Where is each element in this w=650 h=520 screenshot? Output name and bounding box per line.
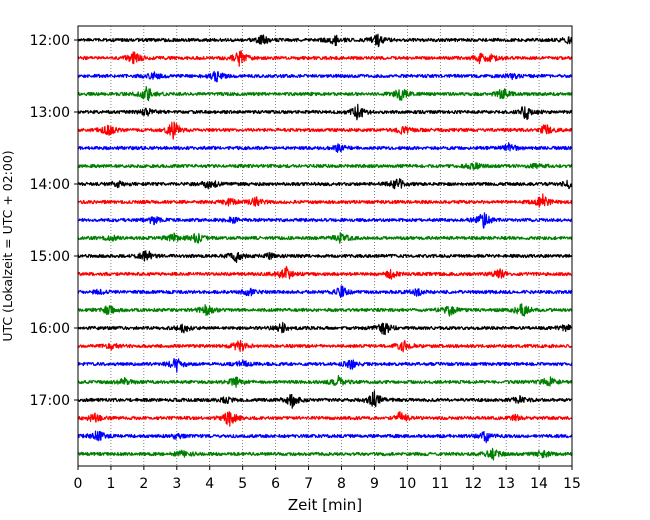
trace-1545 [77,303,573,317]
trace-1215 [77,50,573,67]
trace-1515 [77,265,573,280]
x-tick-label-9: 9 [370,476,379,492]
trace-1700 [77,390,573,409]
y-tick-label-2: 14:00 [30,177,70,193]
x-tick-label-8: 8 [337,476,346,492]
x-tick-label-14: 14 [530,476,548,492]
x-axis-label: Zeit [min] [288,496,362,514]
y-tick-label-1: 13:00 [30,105,70,121]
trace-1230 [77,70,573,83]
trace-1415 [77,193,573,208]
trace-1715 [77,411,573,427]
trace-1730 [77,430,573,444]
trace-1530 [77,285,573,299]
y-tick-label-3: 15:00 [30,249,70,265]
x-tick-label-5: 5 [238,476,247,492]
trace-1300 [77,103,573,121]
trace-1245 [77,86,573,102]
trace-1315 [77,121,573,140]
trace-1430 [77,212,573,229]
x-tick-label-15: 15 [563,476,581,492]
trace-1745 [77,447,573,461]
x-tick-label-6: 6 [271,476,280,492]
x-tick-label-4: 4 [205,476,214,492]
trace-group [77,33,573,461]
trace-1600 [77,321,573,336]
plot-frame [77,25,573,467]
y-tick-label-4: 16:00 [30,321,70,337]
x-tick-label-7: 7 [304,476,313,492]
y-tick-label-0: 12:00 [30,33,70,49]
trace-1330 [77,142,573,153]
trace-1400 [77,178,573,190]
x-axis-ticks: 0 1 2 3 4 5 6 7 8 9 10 11 12 13 14 15 [74,466,581,492]
y-tick-label-5: 17:00 [30,393,70,409]
trace-1615 [77,339,573,353]
x-tick-label-13: 13 [497,476,515,492]
trace-1200 [77,33,573,48]
y-axis-label: UTC (Lokalzeit = UTC + 02:00) [0,150,15,341]
y-axis-ticks: 12:00 13:00 14:00 15:00 16:00 17:00 [30,33,78,409]
x-tick-label-0: 0 [74,476,83,492]
trace-1345 [77,162,573,170]
x-tick-label-11: 11 [431,476,449,492]
x-tick-label-2: 2 [139,476,148,492]
trace-1500 [77,250,573,264]
trace-1645 [77,374,573,388]
x-tick-label-3: 3 [172,476,181,492]
x-tick-label-10: 10 [398,476,416,492]
trace-1445 [77,232,573,244]
x-tick-label-12: 12 [464,476,482,492]
trace-1630 [77,357,573,373]
x-tick-label-1: 1 [106,476,115,492]
grid-lines [110,26,540,466]
